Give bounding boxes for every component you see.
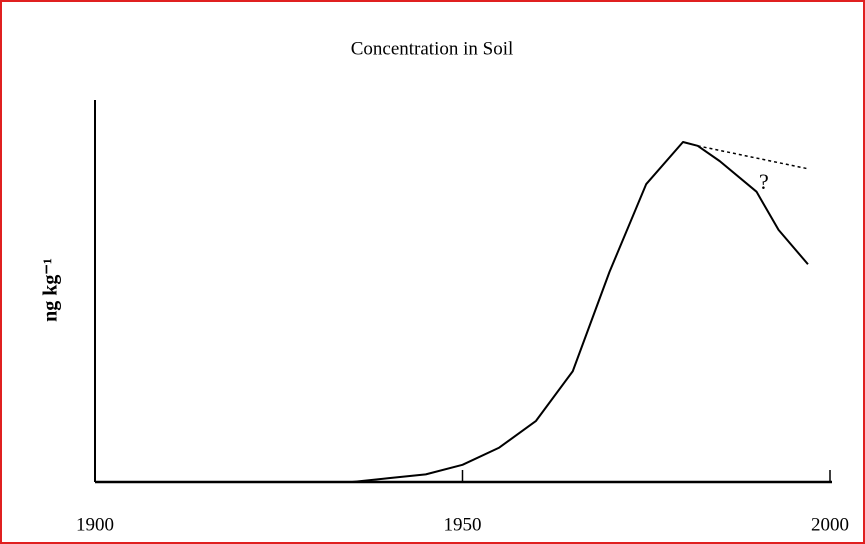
annotation: ? [759, 169, 769, 194]
line [352, 141, 809, 483]
y-axis-label: ng kg⁻¹ [40, 258, 62, 322]
chart-title: Concentration in Soil [351, 38, 514, 59]
x-tick-label: 1950 [444, 514, 482, 535]
dashed-line [697, 145, 809, 170]
x-tick-label: 2000 [811, 514, 849, 535]
x-tick-label: 1900 [76, 514, 114, 535]
